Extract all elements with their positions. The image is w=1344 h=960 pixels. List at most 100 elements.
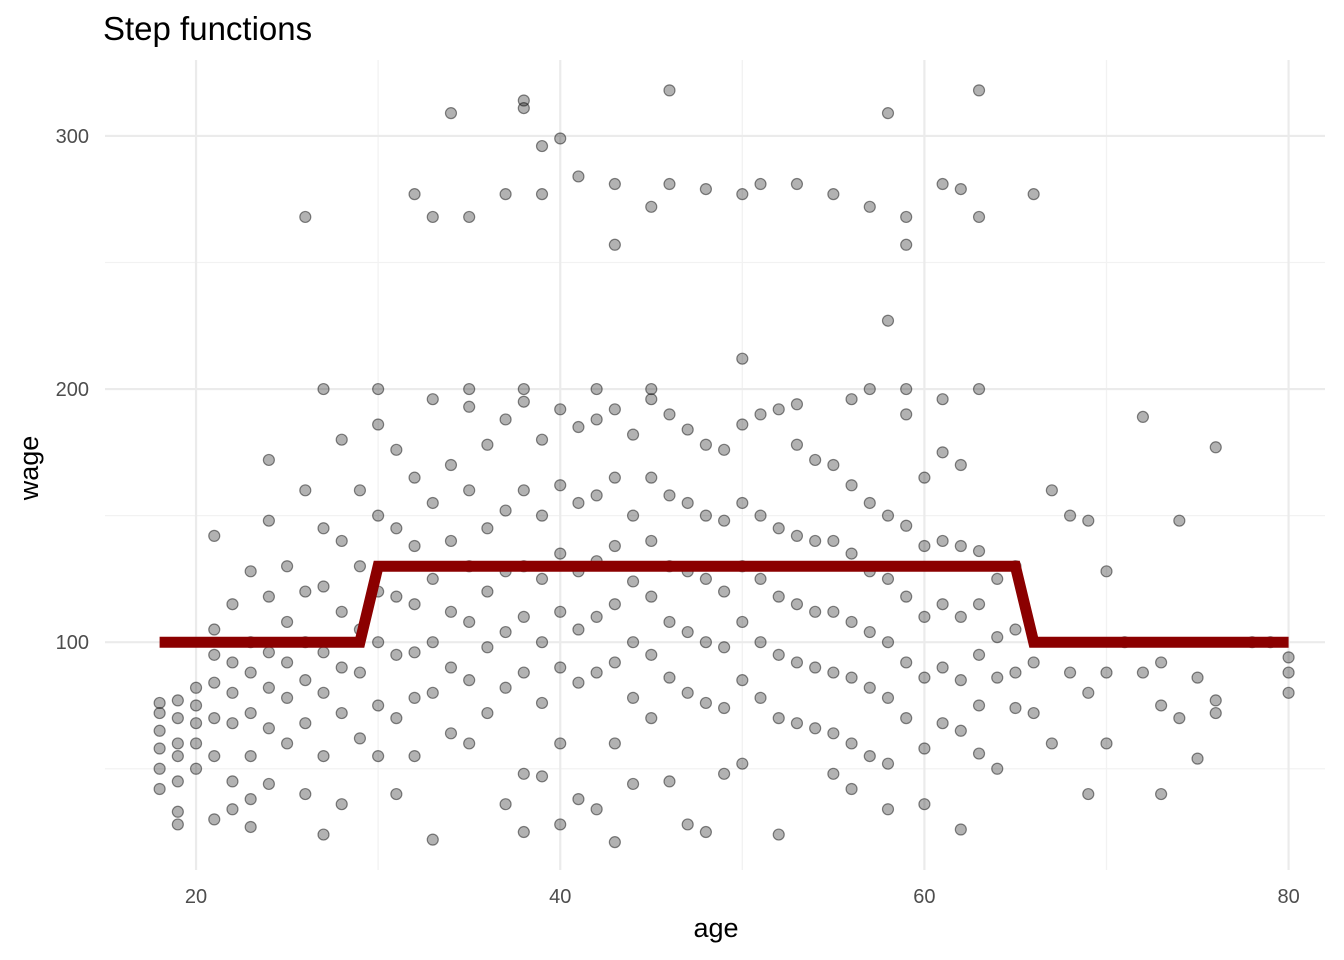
data-point (827, 727, 840, 740)
data-point (1100, 737, 1113, 750)
data-point (1027, 706, 1040, 720)
data-point (718, 767, 731, 780)
data-point (554, 737, 567, 750)
data-point (153, 782, 166, 796)
data-point (1155, 699, 1168, 712)
data-point (900, 408, 913, 421)
data-point (226, 656, 239, 669)
data-point (1282, 686, 1295, 699)
y-tick-label: 100 (56, 632, 89, 654)
data-point (1063, 509, 1077, 522)
data-point (353, 666, 367, 679)
data-point (754, 177, 767, 191)
data-point (809, 453, 822, 467)
data-point (408, 646, 421, 659)
data-point (262, 777, 275, 791)
data-point (626, 575, 640, 588)
data-point (426, 393, 439, 406)
data-point (335, 433, 348, 446)
data-point (1082, 787, 1095, 801)
data-point (499, 681, 512, 694)
data-point (772, 828, 785, 841)
data-point (972, 544, 986, 558)
data-point (1191, 752, 1204, 765)
data-point (1173, 712, 1186, 725)
data-point (736, 496, 749, 510)
data-point (900, 238, 913, 251)
data-point (390, 712, 403, 725)
data-point (535, 572, 549, 586)
data-point (863, 681, 876, 694)
data-point (718, 585, 731, 598)
data-point (626, 777, 640, 791)
data-point (991, 572, 1004, 586)
data-point (317, 828, 330, 841)
data-point (262, 453, 275, 467)
data-point (517, 666, 530, 679)
data-point (408, 749, 421, 763)
data-point (827, 666, 840, 679)
data-point (936, 177, 949, 191)
data-point (954, 674, 967, 687)
data-point (171, 737, 184, 750)
data-point (1009, 623, 1022, 636)
data-point (1027, 656, 1040, 669)
data-point (517, 767, 530, 780)
data-point (426, 496, 439, 510)
data-point (189, 717, 203, 730)
data-point (153, 706, 166, 720)
data-point (335, 605, 348, 618)
data-point (572, 496, 585, 510)
data-point (699, 509, 712, 522)
data-point (790, 656, 804, 669)
data-point (226, 717, 239, 730)
data-point (244, 706, 257, 720)
data-point (608, 656, 621, 669)
data-point (881, 314, 895, 327)
data-point (390, 443, 403, 456)
chart-title: Step functions (103, 10, 312, 47)
data-point (754, 408, 767, 421)
data-point (353, 560, 367, 573)
data-point (335, 661, 348, 674)
data-point (972, 648, 986, 661)
data-point (699, 572, 712, 586)
data-point (681, 686, 694, 699)
data-point (936, 534, 949, 548)
data-point (280, 691, 294, 704)
data-point (772, 590, 785, 603)
data-point (499, 798, 512, 811)
data-point (390, 522, 403, 535)
data-point (572, 793, 585, 806)
data-point (991, 762, 1004, 775)
data-point (772, 522, 785, 535)
data-point (718, 443, 731, 456)
data-point (827, 605, 840, 618)
data-point (736, 418, 749, 431)
data-point (554, 661, 567, 674)
data-point (608, 836, 621, 849)
data-point (372, 699, 385, 712)
data-point (444, 458, 458, 472)
data-point (845, 671, 858, 684)
data-point (1155, 656, 1168, 669)
data-point (262, 514, 275, 527)
data-point (936, 393, 949, 406)
data-point (517, 825, 530, 839)
data-point (900, 210, 913, 224)
data-point (372, 509, 385, 522)
data-point (499, 188, 512, 201)
data-point (444, 661, 458, 674)
data-point (554, 403, 567, 416)
data-point (444, 605, 458, 618)
data-point (262, 722, 275, 735)
data-point (790, 717, 804, 730)
data-point (608, 238, 621, 251)
data-point (772, 403, 785, 416)
data-point (1027, 188, 1040, 201)
data-point (681, 818, 694, 831)
data-point (153, 696, 166, 710)
data-point (936, 598, 949, 611)
data-point (1282, 651, 1295, 664)
data-point (809, 605, 822, 618)
